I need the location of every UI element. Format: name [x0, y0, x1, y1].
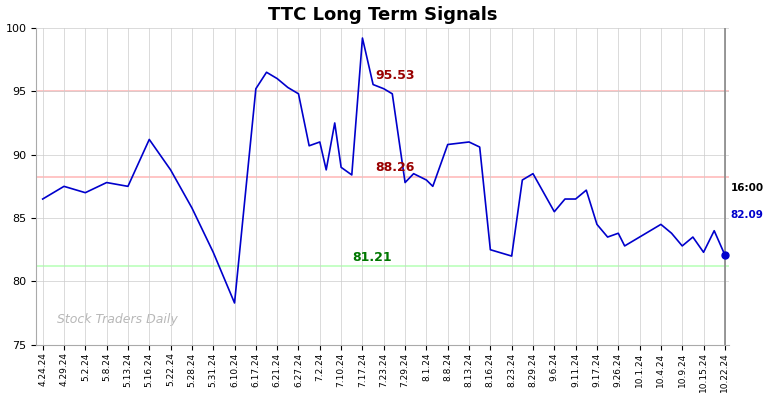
Text: 16:00: 16:00 — [731, 183, 764, 193]
Text: 81.21: 81.21 — [352, 251, 391, 263]
Text: 82.09: 82.09 — [731, 210, 764, 220]
Text: 95.53: 95.53 — [376, 69, 415, 82]
Text: 88.26: 88.26 — [376, 161, 415, 174]
Title: TTC Long Term Signals: TTC Long Term Signals — [268, 6, 498, 23]
Text: Stock Traders Daily: Stock Traders Daily — [57, 313, 178, 326]
